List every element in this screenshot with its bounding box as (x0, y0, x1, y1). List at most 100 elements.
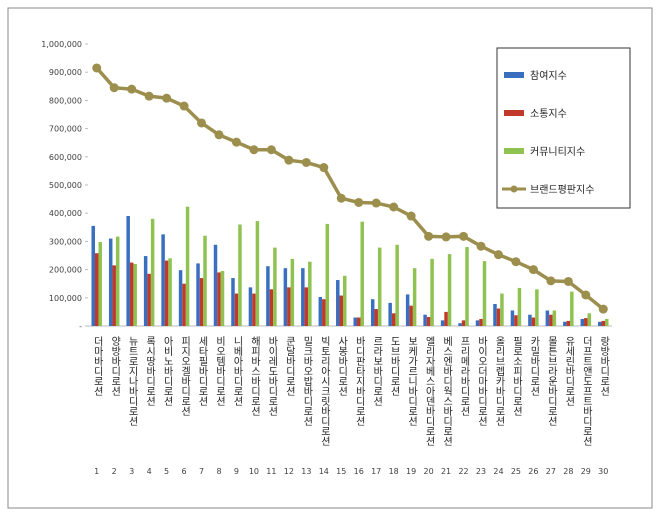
rank-label: 19 (406, 467, 416, 476)
bar (185, 206, 190, 326)
bar (269, 289, 274, 326)
rank-label: 24 (493, 467, 503, 476)
bar (248, 287, 253, 326)
x-tick-label: 빅토리아시크릿바디로션 (318, 336, 330, 446)
point (301, 157, 311, 167)
x-tick-label: 엘리자베스아덴바디로션 (423, 335, 435, 446)
point (284, 155, 294, 165)
y-tick-label: 600,000 (49, 153, 82, 162)
bar (360, 221, 364, 326)
bar (409, 305, 413, 326)
bar (580, 318, 585, 326)
bar (461, 320, 466, 326)
bar (94, 253, 99, 326)
point (144, 91, 154, 101)
rank-label: 8 (216, 467, 221, 476)
point (214, 130, 224, 140)
bar (587, 313, 592, 326)
bar (199, 278, 204, 326)
bar (168, 258, 172, 326)
point (319, 163, 329, 173)
bar (301, 268, 305, 326)
point (424, 231, 434, 241)
bar (535, 289, 539, 326)
x-tick-label: 르라보바디로션 (371, 336, 383, 406)
x-tick-label: 랑방바디로션 (598, 336, 610, 396)
x-tick-label: 아비노바디로션 (161, 336, 173, 406)
bar (479, 318, 483, 326)
rank-label: 14 (319, 467, 329, 476)
bar (510, 310, 515, 326)
bar (493, 304, 497, 326)
bar (238, 224, 242, 326)
x-tick-label: 니베아바디로션 (231, 336, 243, 406)
bar (283, 268, 288, 326)
point (528, 265, 538, 275)
y-tick-label: 100,000 (49, 294, 82, 303)
bar (549, 314, 553, 326)
bar (412, 268, 417, 326)
bar (220, 271, 225, 326)
rank-label: 21 (441, 467, 451, 476)
bar (426, 316, 431, 326)
bar (147, 273, 151, 326)
x-tick-label: 록시땅바디로션 (144, 336, 156, 406)
y-tick-label: 800,000 (49, 96, 82, 105)
bar (545, 310, 550, 326)
bar (552, 310, 557, 326)
point (354, 197, 364, 207)
bar (423, 314, 427, 326)
bar (91, 225, 95, 326)
point (371, 198, 381, 208)
bar (336, 280, 340, 326)
bar (182, 283, 186, 326)
rank-label: 26 (528, 467, 538, 476)
x-tick-label: 쿤달바디로션 (283, 336, 295, 396)
bar (304, 287, 309, 326)
rank-label: 17 (371, 467, 381, 476)
bar (150, 218, 155, 326)
x-tick-label: 피지오겔바디로션 (179, 336, 191, 416)
bar (213, 244, 218, 326)
bar (475, 320, 480, 326)
x-tick-label: 유세린바디로션 (563, 336, 575, 406)
x-tick-label: 더마바디로션 (91, 336, 103, 396)
x-tick-label: 해피바스바디로션 (248, 335, 260, 416)
point (109, 83, 119, 93)
bar (287, 287, 291, 326)
x-tick-label: 올리브렙카바디로션 (493, 336, 505, 426)
x-tick-label: 밀크바오밥바디로션 (301, 336, 313, 426)
rank-label: 16 (354, 467, 364, 476)
point (231, 137, 241, 147)
bar (447, 254, 452, 326)
bar (273, 247, 277, 326)
bar (430, 258, 434, 326)
x-tick-label: 뉴트로지나바디로션 (126, 336, 138, 426)
bar (308, 261, 312, 326)
bar (266, 266, 270, 326)
legend-label: 브랜드평판지수 (530, 184, 594, 196)
y-tick-label: 300,000 (49, 237, 82, 246)
bar (482, 261, 487, 326)
rank-label: 3 (129, 467, 134, 476)
x-tick-label: 비오템바디로션 (214, 336, 226, 406)
x-tick-label: 프리메라바디로션 (458, 336, 470, 416)
x-tick-label: 양방바디로션 (109, 336, 121, 396)
x-tick-label: 카밀바디로션 (528, 336, 540, 396)
bar (374, 309, 378, 326)
bar (496, 308, 501, 326)
bar (325, 223, 330, 326)
x-tick-label: 베스엔바디웍스바디로션 (441, 336, 453, 446)
bar (353, 317, 357, 326)
point (179, 101, 189, 111)
bar (395, 244, 399, 326)
rank-label: 7 (199, 467, 204, 476)
y-tick-label: 200,000 (49, 266, 82, 275)
rank-label: 11 (266, 467, 276, 476)
rank-label: 2 (112, 467, 117, 476)
y-tick-label: 500,000 (49, 181, 82, 190)
bar (570, 291, 574, 326)
point (249, 145, 259, 155)
bar (126, 216, 130, 326)
